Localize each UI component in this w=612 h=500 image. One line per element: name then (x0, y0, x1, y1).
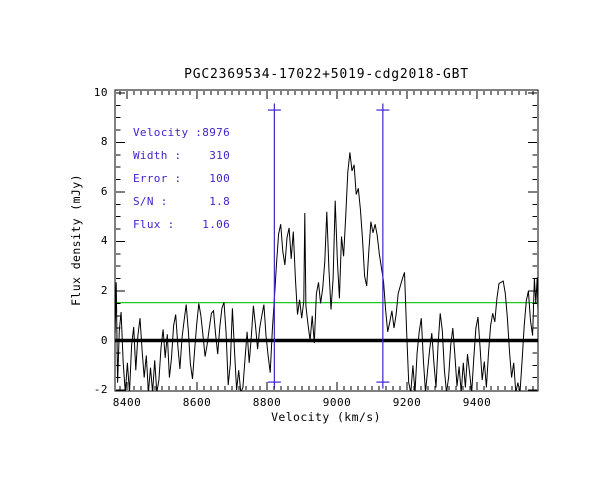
stat-label: Error : (133, 172, 182, 185)
x-axis-label: Velocity (km/s) (271, 410, 381, 424)
x-tick-label: 9200 (392, 396, 422, 409)
spectrum-line (115, 152, 538, 391)
stat-row-width: Width : 310 (133, 144, 230, 167)
y-tick-label: 4 (100, 234, 108, 248)
plot-title: PGC2369534-17022+5019-cdg2018-GBT (184, 67, 469, 82)
plot-border (114, 89, 539, 392)
y-tick-label: -2 (93, 383, 108, 396)
stat-label: Width : (133, 149, 182, 162)
y-tick-label: 8 (100, 135, 108, 149)
x-tick-label: 8800 (252, 396, 282, 409)
stat-value: 1.8 (209, 195, 230, 208)
y-tick-label: 10 (93, 85, 108, 99)
stats-block: Velocity : 8976 Width : 310 Error : 100 … (133, 121, 230, 236)
stat-value: 310 (209, 149, 230, 162)
signal-window-marker (267, 103, 281, 389)
signal-window-marker (376, 103, 390, 389)
stat-value: 1.06 (202, 218, 230, 231)
stat-row-sn: S/N : 1.8 (133, 190, 230, 213)
y-tick-label: 6 (100, 184, 108, 198)
stat-label: S/N : (133, 195, 168, 208)
stat-row-flux: Flux : 1.06 (133, 213, 230, 236)
x-tick-label: 9000 (322, 396, 352, 409)
y-tick-label: 2 (100, 283, 108, 297)
stat-row-velocity: Velocity : 8976 (133, 121, 230, 144)
x-tick-label: 9400 (462, 396, 492, 409)
stat-value: 8976 (202, 126, 230, 139)
stat-label: Velocity : (133, 126, 203, 139)
x-tick-label: 8400 (112, 396, 142, 409)
y-tick-label: 0 (100, 333, 108, 347)
stat-value: 100 (209, 172, 230, 185)
axis-ticks (116, 91, 537, 391)
stat-label: Flux : (133, 218, 175, 231)
x-tick-label: 8600 (182, 396, 212, 409)
stat-row-error: Error : 100 (133, 167, 230, 190)
